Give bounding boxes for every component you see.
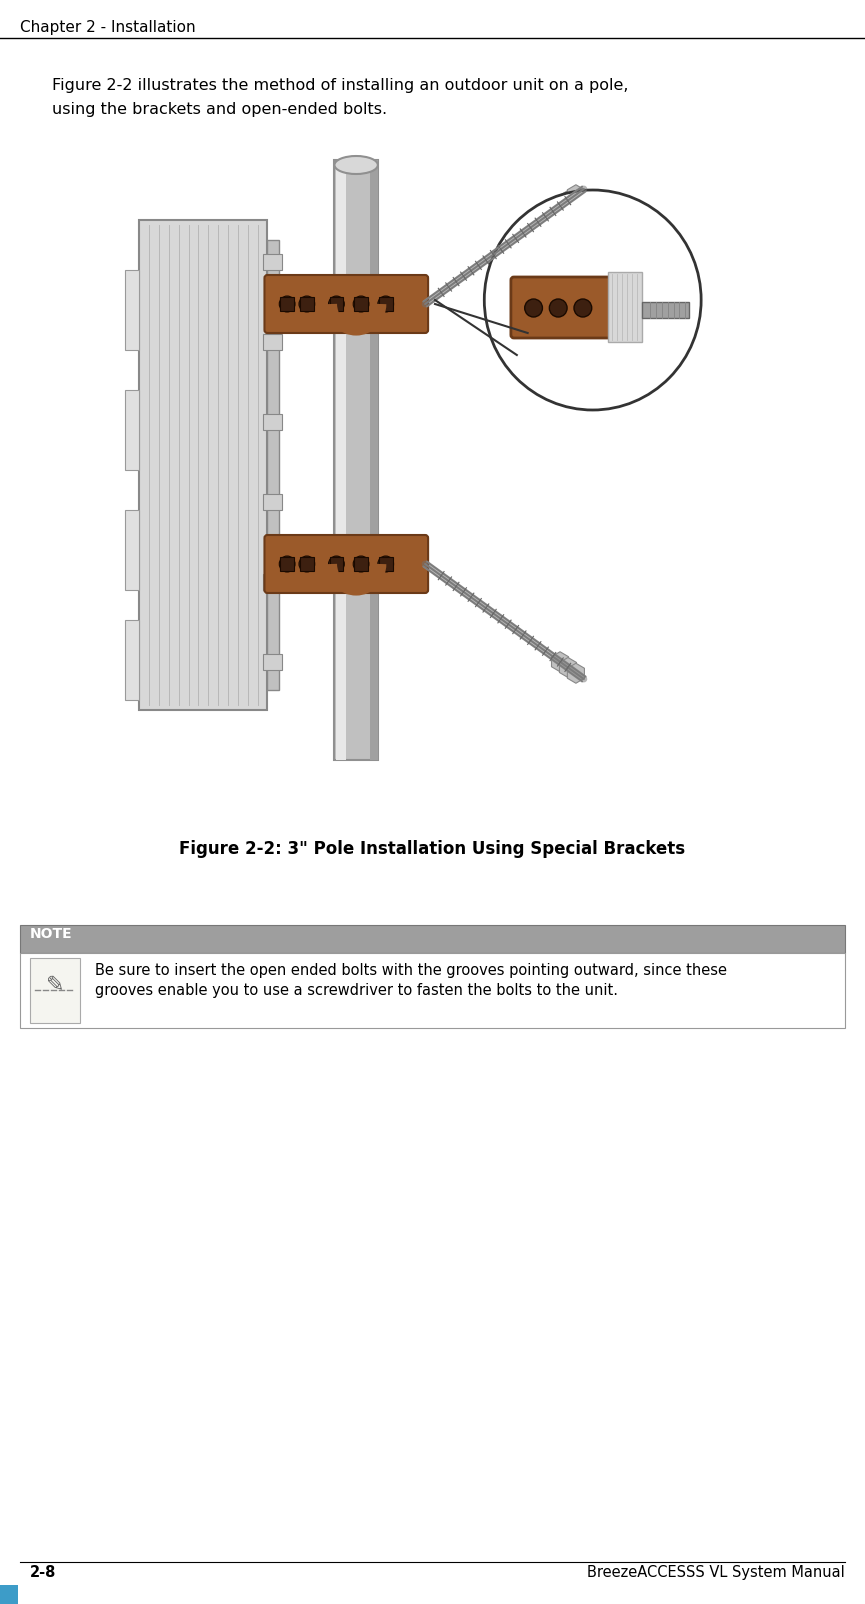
FancyBboxPatch shape xyxy=(511,277,615,338)
Bar xyxy=(262,414,282,430)
Circle shape xyxy=(279,557,295,573)
Text: Figure 2-2 illustrates the method of installing an outdoor unit on a pole,: Figure 2-2 illustrates the method of ins… xyxy=(52,79,629,93)
Bar xyxy=(330,557,343,571)
FancyBboxPatch shape xyxy=(265,536,428,593)
Bar xyxy=(262,574,282,590)
Circle shape xyxy=(525,298,542,318)
Bar xyxy=(125,510,139,590)
Circle shape xyxy=(484,189,702,411)
Circle shape xyxy=(299,297,315,313)
Text: BreezeACCESSS VL System Manual: BreezeACCESSS VL System Manual xyxy=(587,1566,845,1580)
Bar xyxy=(125,390,139,470)
Bar xyxy=(20,926,845,953)
Circle shape xyxy=(299,557,315,573)
Bar xyxy=(354,297,368,311)
Bar xyxy=(262,654,282,670)
Text: grooves enable you to use a screwdriver to fasten the bolts to the unit.: grooves enable you to use a screwdriver … xyxy=(95,983,618,998)
Bar xyxy=(607,273,642,342)
Bar xyxy=(30,958,80,1023)
Circle shape xyxy=(329,557,344,573)
Text: Figure 2-2: 3" Pole Installation Using Special Brackets: Figure 2-2: 3" Pole Installation Using S… xyxy=(179,840,685,858)
Bar xyxy=(379,557,393,571)
Bar xyxy=(280,557,294,571)
Text: Chapter 2 - Installation: Chapter 2 - Installation xyxy=(20,19,195,35)
FancyBboxPatch shape xyxy=(265,274,428,334)
Bar xyxy=(90,130,780,791)
Bar xyxy=(20,953,845,1028)
Circle shape xyxy=(353,557,369,573)
Text: using the brackets and open-ended bolts.: using the brackets and open-ended bolts. xyxy=(52,103,388,117)
Bar xyxy=(336,160,346,760)
Bar xyxy=(0,1585,18,1604)
Bar xyxy=(262,253,282,269)
Bar xyxy=(267,241,279,690)
Ellipse shape xyxy=(335,156,378,173)
Bar xyxy=(642,302,689,318)
Bar xyxy=(335,160,378,760)
Bar xyxy=(330,297,343,311)
Bar xyxy=(354,557,368,571)
Bar xyxy=(300,297,314,311)
Bar xyxy=(262,494,282,510)
Bar xyxy=(125,621,139,699)
Circle shape xyxy=(574,298,592,318)
Bar xyxy=(262,334,282,350)
Circle shape xyxy=(549,298,567,318)
Bar xyxy=(125,269,139,350)
Text: Be sure to insert the open ended bolts with the grooves pointing outward, since : Be sure to insert the open ended bolts w… xyxy=(95,962,727,978)
Circle shape xyxy=(279,297,295,313)
Bar xyxy=(139,220,267,711)
Text: 2-8: 2-8 xyxy=(30,1566,56,1580)
Circle shape xyxy=(378,557,394,573)
Text: NOTE: NOTE xyxy=(30,927,73,942)
Text: ✎: ✎ xyxy=(46,975,64,994)
Bar xyxy=(300,557,314,571)
Circle shape xyxy=(329,297,344,313)
Bar xyxy=(370,160,378,760)
Circle shape xyxy=(353,297,369,313)
Circle shape xyxy=(378,297,394,313)
Bar xyxy=(379,297,393,311)
Bar xyxy=(280,297,294,311)
